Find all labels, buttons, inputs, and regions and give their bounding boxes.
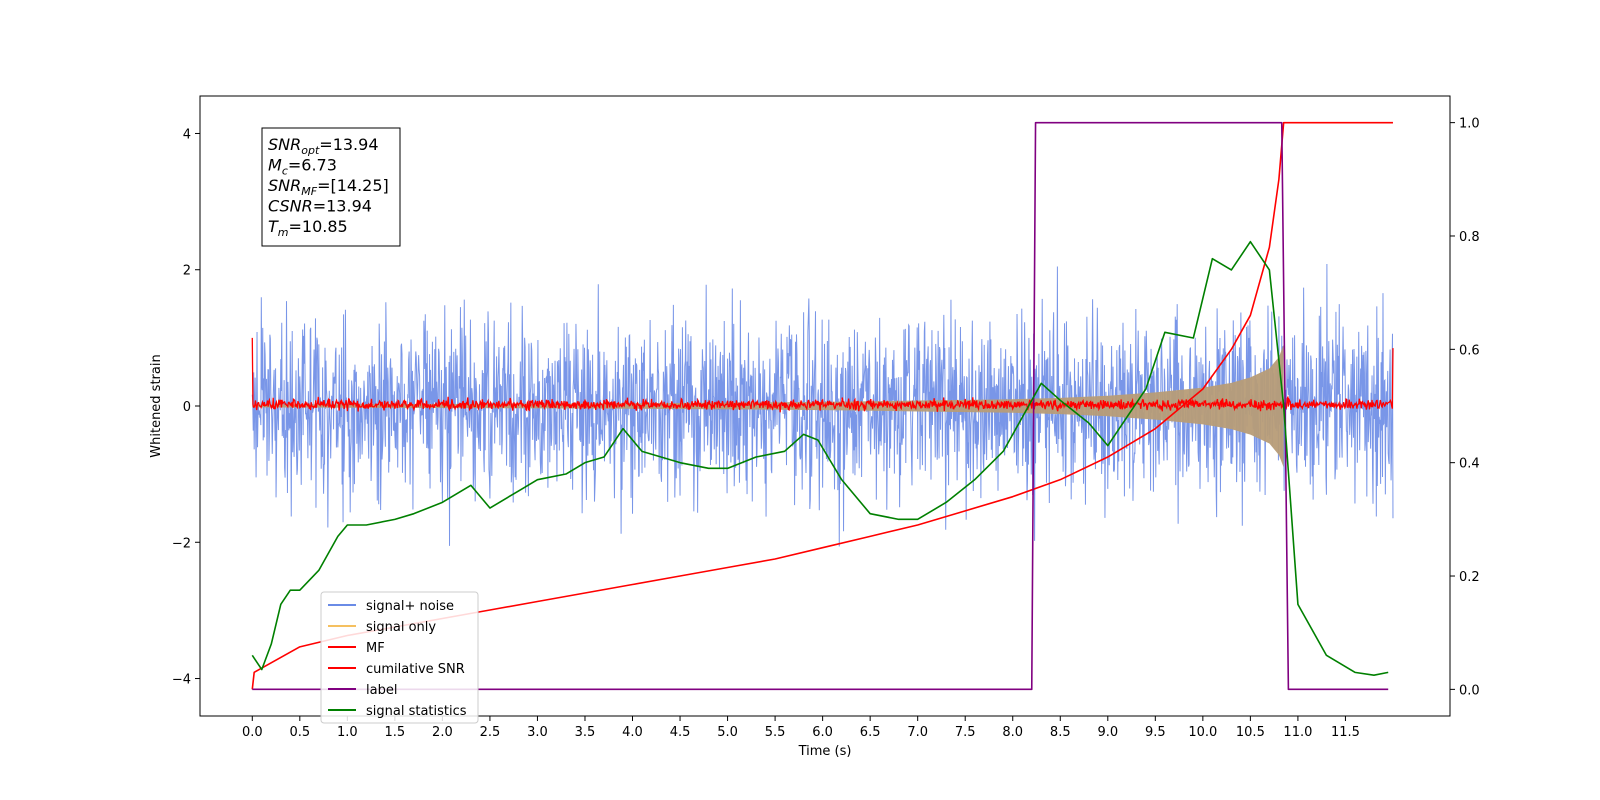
stats-line-subscript: m: [278, 226, 289, 239]
x-tick-label: 4.0: [622, 725, 643, 740]
x-tick-label: 10.0: [1188, 725, 1217, 740]
x-tick-label: 11.5: [1331, 725, 1360, 740]
stats-line: CSNR=13.94: [268, 197, 372, 216]
x-axis-label: Time (s): [798, 744, 852, 759]
y-axis-right: 0.0 0.2 0.4 0.6 0.8 1.0: [1450, 117, 1480, 698]
stats-line: SNRopt=13.94: [268, 135, 379, 157]
legend-entry: signal+ noise: [366, 599, 454, 614]
series-label: [252, 121, 1389, 691]
x-tick-label: 5.0: [717, 725, 738, 740]
y-left-tick-label: 0: [183, 400, 191, 415]
y-right-tick-label: 0.4: [1459, 457, 1480, 472]
stats-line-symbol: SNR: [268, 135, 301, 154]
stats-line: Tm=10.85: [268, 217, 348, 239]
stats-line-value: =10.85: [289, 217, 348, 236]
stats-line-symbol: M: [268, 156, 282, 175]
y-right-tick-label: 0.6: [1459, 343, 1480, 358]
y-right-tick-label: 1.0: [1459, 117, 1480, 132]
stats-line-symbol: SNR: [268, 176, 301, 195]
stats-line: Mc=6.73: [268, 156, 337, 178]
x-tick-label: 2.5: [480, 725, 501, 740]
stats-line-subscript: opt: [301, 144, 320, 157]
y-axis-left: −4 −2 0 2 4: [172, 127, 200, 688]
legend-entry: signal only: [366, 620, 436, 635]
series-signal-statistics: [251, 240, 1389, 677]
stats-line-symbol: CSNR: [268, 197, 313, 216]
stats-line-symbol: T: [268, 217, 279, 236]
y-right-tick-label: 0.0: [1459, 683, 1480, 698]
y-left-tick-label: 4: [183, 127, 191, 142]
x-tick-label: 8.0: [1002, 725, 1023, 740]
x-tick-label: 9.0: [1097, 725, 1118, 740]
legend-entry: signal statistics: [366, 704, 467, 719]
x-axis: 0.0 0.5 1.0 1.5 2.0 2.5 3.0 3.5 4.0 4.5 5.0 5.5 6.0 6…: [242, 716, 1360, 740]
y-left-tick-label: 2: [183, 264, 191, 279]
x-tick-label: 2.0: [432, 725, 453, 740]
stats-line-subscript: MF: [301, 185, 317, 198]
x-tick-label: 4.5: [670, 725, 691, 740]
x-tick-label: 8.5: [1050, 725, 1071, 740]
x-tick-label: 3.0: [527, 725, 548, 740]
stats-line-value: =13.94: [313, 197, 372, 216]
stats-line-subscript: c: [282, 165, 288, 178]
stats-box-frame: [261, 127, 401, 247]
x-tick-label: 6.0: [812, 725, 833, 740]
y-axis-label: Whitened strain: [149, 354, 164, 457]
stats-line: SNRMF=[14.25]: [268, 176, 389, 198]
legend-frame: [320, 591, 479, 724]
x-tick-label: 7.5: [955, 725, 976, 740]
legend-entry: label: [366, 683, 397, 698]
x-tick-label: 5.5: [765, 725, 786, 740]
x-tick-label: 11.0: [1283, 725, 1312, 740]
y-right-tick-label: 0.8: [1459, 230, 1480, 245]
stats-box: SNRopt=13.94Mc=6.73SNRMF=[14.25]CSNR=13.…: [261, 127, 401, 247]
x-tick-label: 1.5: [385, 725, 406, 740]
x-tick-label: 1.0: [337, 725, 358, 740]
y-left-tick-label: −4: [172, 673, 191, 688]
y-left-tick-label: −2: [172, 536, 191, 551]
series-mf: [251, 337, 1394, 413]
stats-line-value: =6.73: [288, 156, 337, 175]
x-tick-label: 0.0: [242, 725, 263, 740]
legend-entry: MF: [366, 641, 385, 656]
stats-line-value: =13.94: [319, 135, 378, 154]
x-tick-label: 7.0: [907, 725, 928, 740]
x-tick-label: 9.5: [1145, 725, 1166, 740]
x-tick-label: 0.5: [289, 725, 310, 740]
x-tick-label: 6.5: [860, 725, 881, 740]
legend-entry: cumilative SNR: [366, 662, 465, 677]
y-right-tick-label: 0.2: [1459, 570, 1480, 585]
x-tick-label: 10.5: [1236, 725, 1265, 740]
x-tick-label: 3.5: [575, 725, 596, 740]
stats-line-value: =[14.25]: [317, 176, 389, 195]
legend: signal+ noise signal only MF cumilative SNR…: [320, 591, 479, 724]
